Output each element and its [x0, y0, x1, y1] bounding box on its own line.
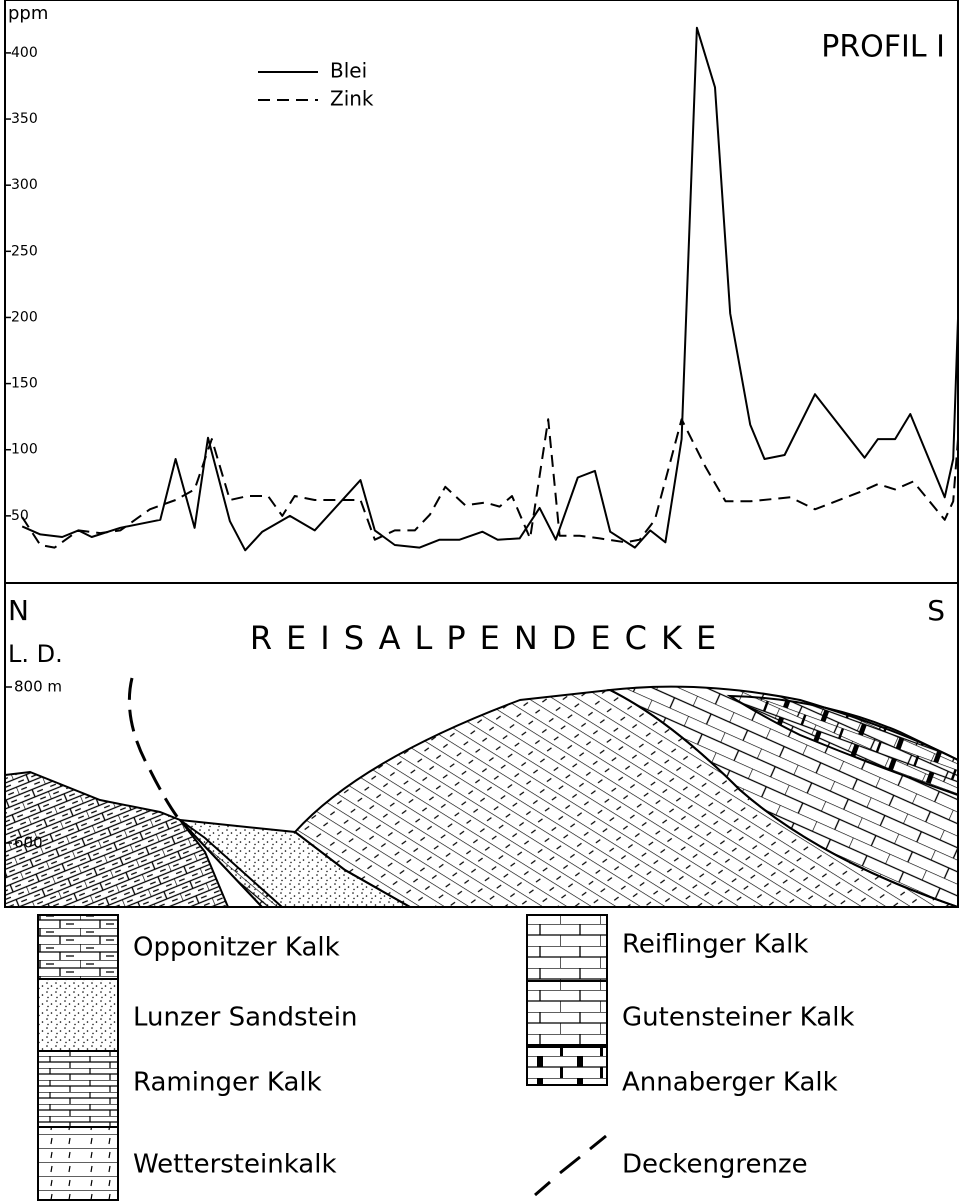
nappe-boundary [129, 678, 178, 818]
chart-title: PROFIL I [821, 30, 945, 65]
key-swatch [527, 981, 607, 1047]
unit-label: L. D. [8, 640, 63, 668]
elevation-label: 800 m [14, 678, 62, 696]
cross-section: N S REISALPENDECKE L. D. 800 m 600 [5, 583, 958, 907]
south-label: S [927, 594, 945, 627]
key-swatch [38, 979, 118, 1051]
key-swatch [38, 1127, 118, 1200]
key-label: Annaberger Kalk [622, 1068, 838, 1098]
series-line [22, 419, 958, 547]
key-label: Reiflinger Kalk [622, 930, 808, 960]
y-axis-label: ppm [8, 3, 48, 24]
north-label: N [8, 594, 29, 627]
key-label: Lunzer Sandstein [133, 1003, 357, 1033]
key-labels: Opponitzer Kalk Lunzer Sandstein Raminge… [133, 930, 855, 1180]
key-label: Gutensteiner Kalk [622, 1003, 855, 1033]
section-title: REISALPENDECKE [250, 619, 730, 657]
key-swatch [38, 1051, 118, 1127]
y-tick-label: 150 [11, 376, 38, 392]
y-tick-label: 250 [11, 243, 38, 259]
series-line [22, 28, 958, 551]
y-tick-label: 350 [11, 111, 38, 127]
key-boundary-symbol [535, 1136, 606, 1195]
key-swatch [527, 915, 607, 981]
y-tick-label: 300 [11, 177, 38, 193]
chart-frame [5, 0, 958, 583]
key-label: Raminger Kalk [133, 1068, 322, 1098]
elevation-label: 600 [14, 834, 43, 852]
key-label: Deckengrenze [622, 1150, 808, 1180]
y-tick-label: 200 [11, 309, 38, 325]
key-swatch [527, 1045, 607, 1085]
chart-panel: ppm PROFIL I 50100150200250300350400Blei… [5, 0, 958, 583]
legend-label: Blei [330, 59, 367, 83]
legend-label: Zink [330, 87, 374, 111]
y-tick-label: 400 [11, 45, 38, 61]
figure: ppm PROFIL I 50100150200250300350400Blei… [0, 0, 964, 1204]
key-swatch [38, 915, 118, 979]
y-tick-label: 100 [11, 442, 38, 458]
key-label: Wettersteinkalk [133, 1150, 337, 1180]
key-label: Opponitzer Kalk [133, 933, 340, 963]
